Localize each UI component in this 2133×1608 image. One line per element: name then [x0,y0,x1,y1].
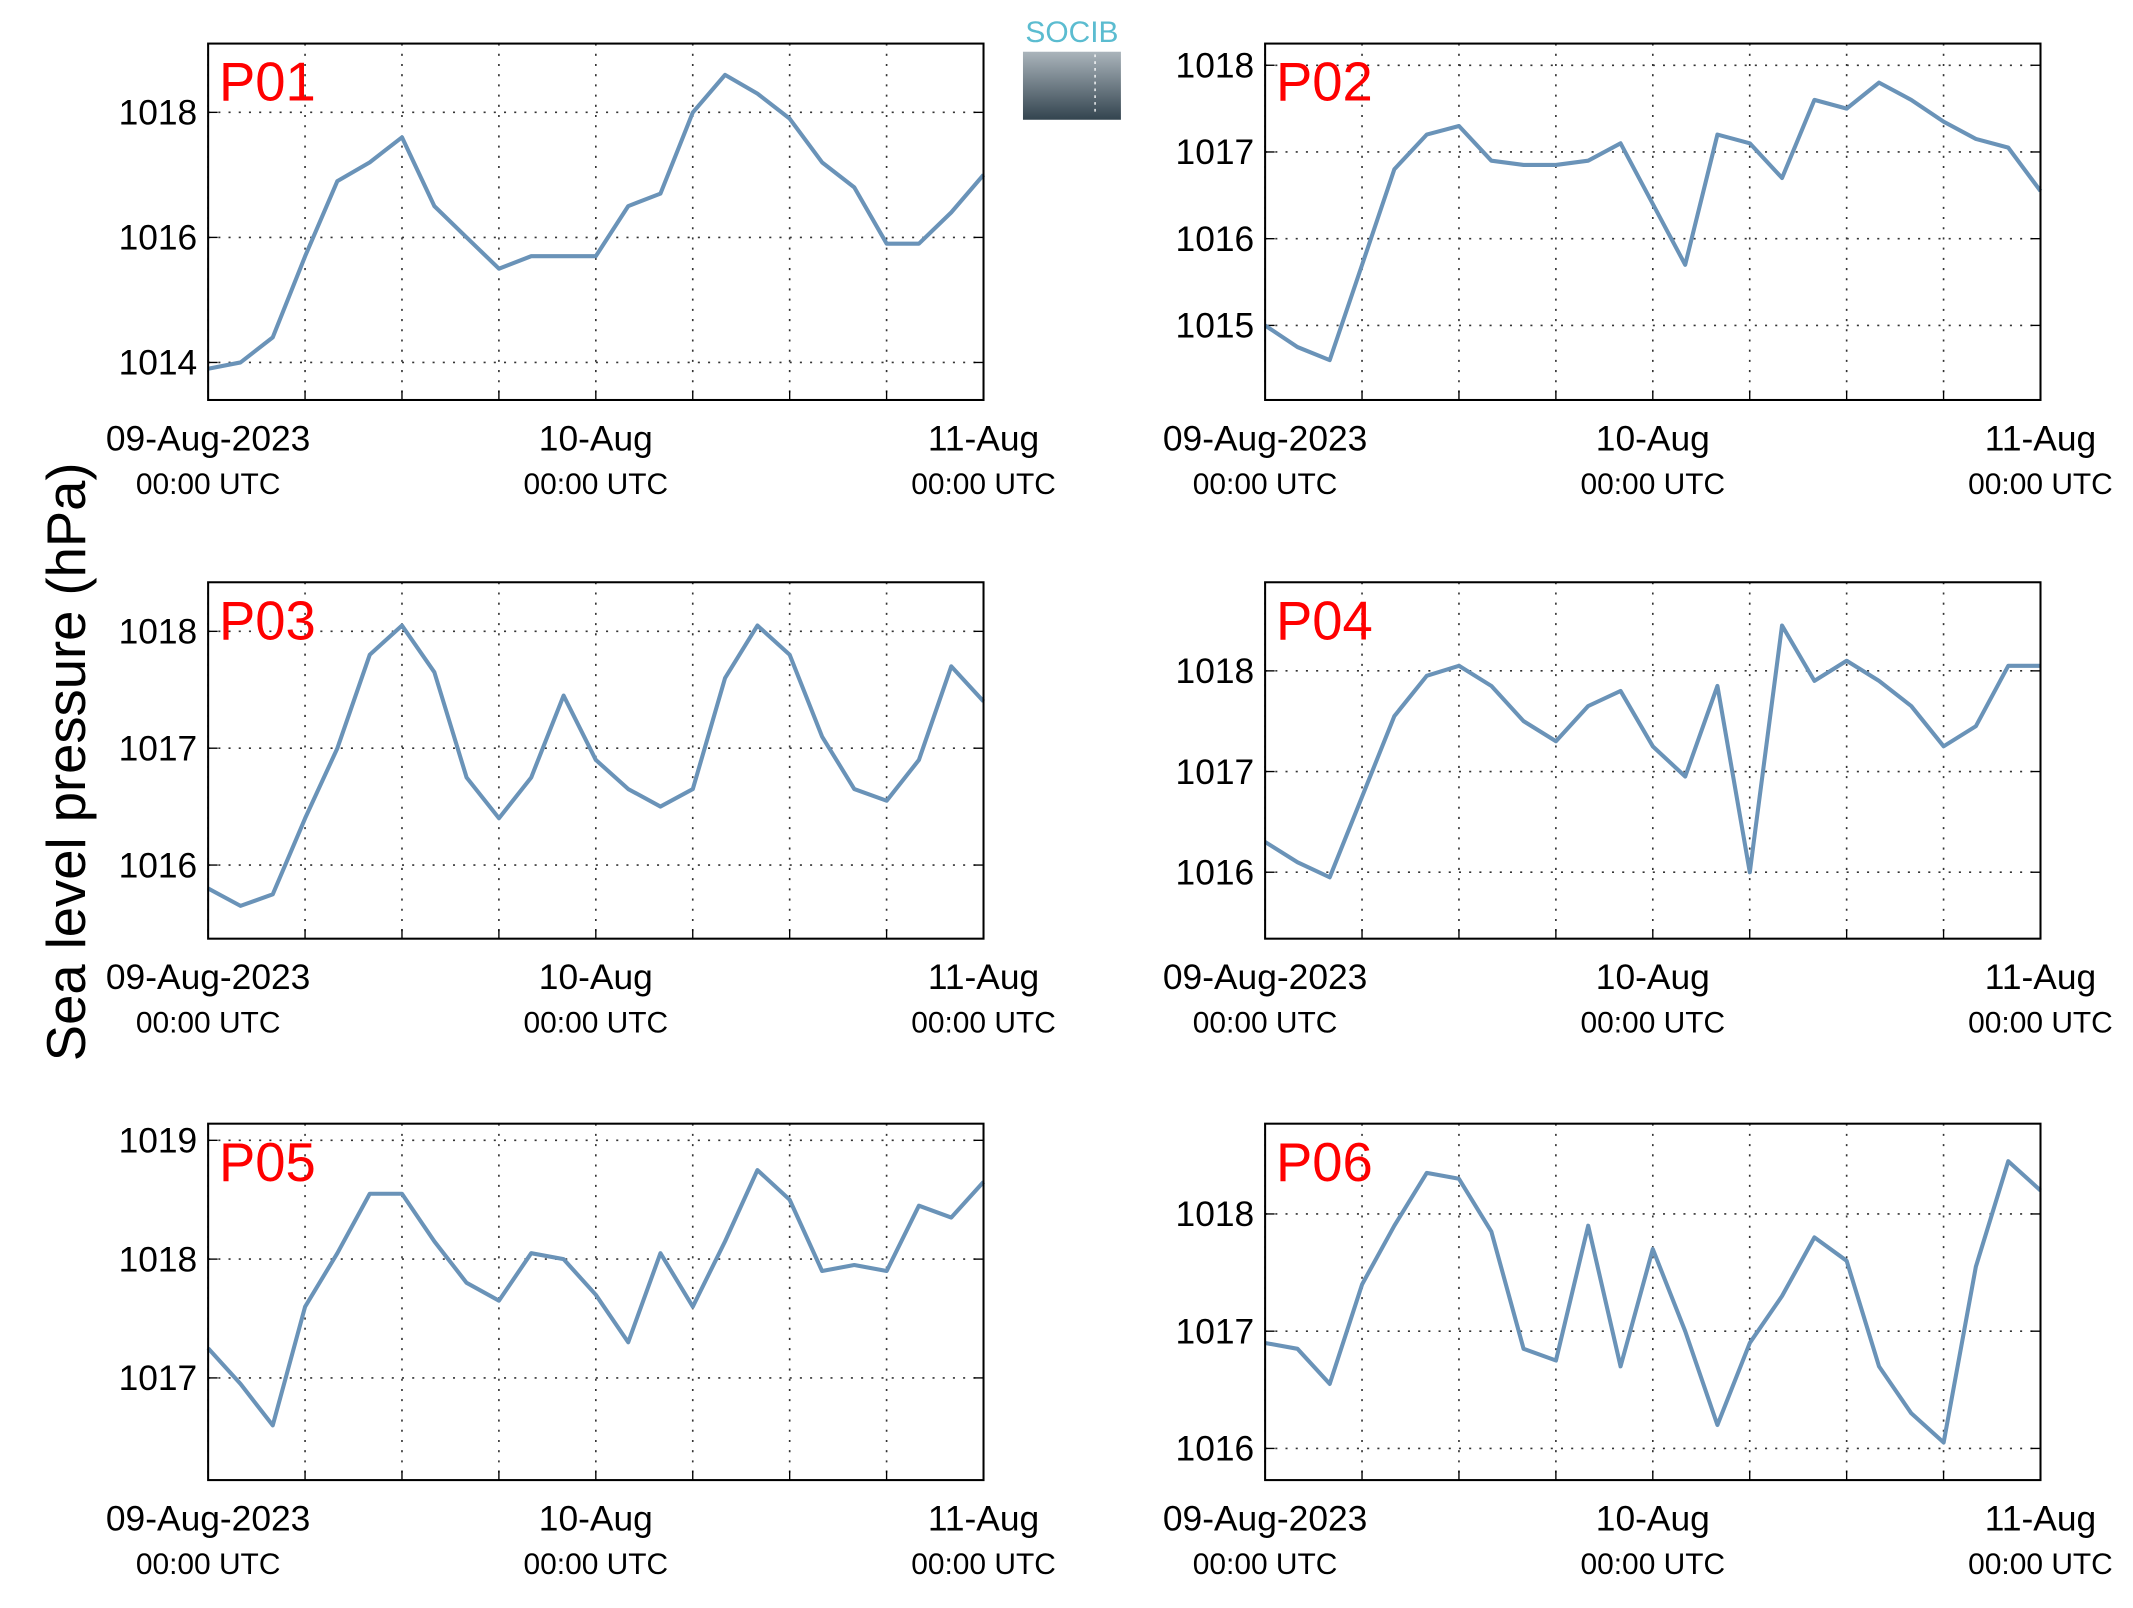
pressure-line [206,1168,986,1428]
y-tick-label: 1016 [1176,220,1255,259]
x-tick-label: 10-Aug [539,1499,653,1538]
y-tick-label: 1016 [1176,853,1255,892]
plot-area [1265,582,2041,939]
x-tick-sublabel: 00:00 UTC [524,1007,669,1040]
x-tick-label: 10-Aug [539,958,653,997]
x-tick-sublabel: 00:00 UTC [1580,468,1725,501]
y-tick-label: 1016 [119,219,198,258]
panel: 1016 1017 1018 09-Aug-2023 00:00 UTC 10-Aug 00… [1163,1122,2113,1581]
plot-area [208,1123,984,1481]
y-tick-label: 1017 [119,729,198,768]
pressure-line [207,72,986,371]
y-tick-label: 1018 [119,94,198,133]
x-tick-label: 09-Aug-2023 [106,1499,310,1538]
plot-frame [1264,1122,2042,1482]
panel-label: P05 [219,1132,316,1193]
plot-area [1265,43,2041,400]
y-tick-label: 1017 [1176,133,1255,172]
panel: 1016 1017 1018 09-Aug-2023 00:00 UTC 10-Aug 00… [1163,581,2113,1040]
x-tick-sublabel: 00:00 UTC [1580,1548,1725,1581]
pressure-line [1264,1159,2042,1445]
x-tick-sublabel: 00:00 UTC [1193,468,1338,501]
plot-frame [207,1122,985,1482]
pressure-line [207,623,986,908]
x-tick-sublabel: 00:00 UTC [911,1548,1056,1581]
x-tick-sublabel: 00:00 UTC [136,1548,281,1581]
panel-label: P03 [219,590,316,651]
x-tick-label: 11-Aug [928,1499,1039,1538]
x-tick-label: 11-Aug [1985,958,2096,997]
x-tick-label: 09-Aug-2023 [106,419,310,458]
panel-label: P01 [219,52,316,113]
y-tick-label: 1018 [1176,46,1255,85]
y-tick-label: 1017 [1176,753,1255,792]
panel: 1016 1017 1018 09-Aug-2023 00:00 UTC 10-Aug 00… [106,581,1056,1040]
y-tick-label: 1018 [119,1240,198,1279]
x-tick-label: 10-Aug [1596,419,1710,458]
x-tick-sublabel: 00:00 UTC [1968,1548,2113,1581]
x-tick-sublabel: 00:00 UTC [1968,1007,2113,1040]
pressure-line [1264,623,2041,880]
x-tick-label: 09-Aug-2023 [1163,419,1367,458]
x-tick-label: 11-Aug [1985,419,2096,458]
plot-frame [207,581,985,940]
y-tick-label: 1014 [119,344,198,383]
plot-area [208,43,984,400]
x-tick-label: 09-Aug-2023 [1163,1499,1367,1538]
y-tick-label: 1018 [1176,1195,1255,1234]
x-tick-label: 11-Aug [1985,1499,2096,1538]
x-tick-label: 11-Aug [928,958,1039,997]
x-tick-sublabel: 00:00 UTC [136,468,281,501]
plot-frame [207,42,985,402]
x-tick-label: 11-Aug [928,419,1039,458]
panel-label: P02 [1276,52,1373,113]
x-tick-sublabel: 00:00 UTC [1580,1007,1725,1040]
x-tick-sublabel: 00:00 UTC [524,1548,669,1581]
y-tick-label: 1018 [119,613,198,652]
x-tick-sublabel: 00:00 UTC [1193,1548,1338,1581]
y-axis-label: Sea level pressure (hPa) [36,462,97,1061]
plot-frame [1264,42,2042,402]
x-tick-sublabel: 00:00 UTC [1968,468,2113,501]
y-tick-label: 1016 [1176,1430,1255,1469]
x-tick-sublabel: 00:00 UTC [911,468,1056,501]
panel-label: P06 [1276,1132,1373,1193]
y-tick-label: 1018 [1176,652,1255,691]
x-tick-label: 10-Aug [539,419,653,458]
x-tick-label: 10-Aug [1596,958,1710,997]
y-tick-label: 1015 [1176,307,1255,346]
y-tick-label: 1016 [119,846,198,885]
x-tick-label: 09-Aug-2023 [1163,958,1367,997]
logo: SOCIB [1022,16,1121,120]
x-tick-label: 10-Aug [1596,1499,1710,1538]
x-tick-sublabel: 00:00 UTC [136,1007,281,1040]
panel: 1014 1016 1018 09-Aug-2023 00:00 UTC 10-Aug 00… [106,42,1056,501]
x-tick-sublabel: 00:00 UTC [911,1007,1056,1040]
pressure-line [1263,80,2043,363]
panel: 1017 1018 1019 09-Aug-2023 00:00 UTC 10-Aug 00… [106,1122,1056,1581]
x-tick-sublabel: 00:00 UTC [1193,1007,1338,1040]
y-tick-label: 1017 [119,1359,198,1398]
y-tick-label: 1017 [1176,1312,1255,1351]
panel-label: P04 [1276,590,1373,651]
x-tick-label: 09-Aug-2023 [106,958,310,997]
logo-text: SOCIB [1025,16,1118,49]
y-tick-label: 1019 [119,1122,198,1161]
x-tick-sublabel: 00:00 UTC [524,468,669,501]
plot-frame [1264,581,2042,940]
panel: 1015 1016 1017 1018 09-Aug-2023 00:00 UTC 10-A… [1163,42,2113,501]
logo-box [1022,51,1121,120]
